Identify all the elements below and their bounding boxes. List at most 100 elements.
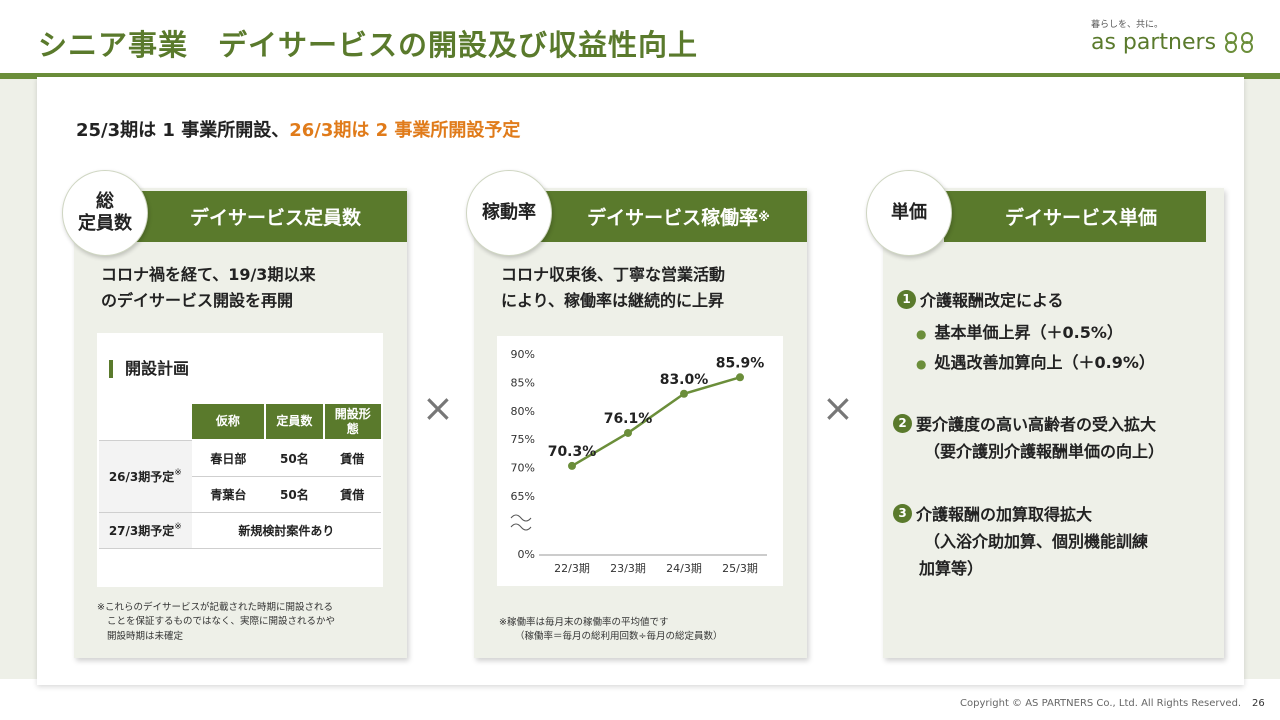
utilization-note-line1: ※稼働率は毎月末の稼働率の平均値です	[499, 617, 669, 628]
plan-table-header-row: 仮称 定員数 開設形態	[99, 404, 381, 441]
unit-price-item-2: 2 要介護度の高い高齢者の受入拡大	[893, 411, 1156, 435]
plan-col-capacity: 定員数	[265, 404, 325, 441]
unit-price-item-2-label: 要介護度の高い高齢者の受入拡大	[916, 415, 1157, 434]
summary-line: 25/3期は 1 事業所開設、26/3期は 2 事業所開設予定	[76, 116, 520, 142]
unit-price-sub-1: ● 基本単価上昇（＋0.5%）	[916, 319, 1123, 343]
plan-capacity-cell: 50名	[265, 476, 324, 513]
x-tick-label: 24/3期	[666, 562, 702, 575]
capacity-panel-text: コロナ禍を経て、19/3期以来 のデイサービス開設を再開	[101, 262, 315, 315]
y-tick-label: 80%	[511, 405, 535, 418]
data-label: 76.1%	[604, 411, 653, 427]
number-badge-icon: 3	[893, 503, 912, 523]
plan-table-corner	[99, 404, 192, 441]
x-tick-label: 22/3期	[554, 562, 590, 575]
copyright: Copyright © AS PARTNERS Co., Ltd. All Ri…	[960, 698, 1242, 709]
plan-col-name: 仮称	[191, 404, 267, 441]
unit-price-item-1: 1 介護報酬改定による	[897, 287, 1064, 311]
unit-price-circle: 単価	[866, 170, 952, 256]
utilization-panel-text: コロナ収束後、丁寧な営業活動 により、稼働率は継続的に上昇	[501, 262, 725, 315]
multiply-icon: ×	[822, 386, 854, 430]
data-point	[568, 461, 576, 470]
logo-name: as partners	[1091, 30, 1217, 55]
plan-merged-cell: 新規検討案件あり	[191, 512, 381, 549]
logo: as partners	[1091, 30, 1257, 55]
unit-price-item-3: 3 介護報酬の加算取得拡大	[893, 501, 1092, 525]
number-badge-icon: 2	[893, 413, 912, 433]
y-tick-label: 0%	[518, 548, 535, 561]
data-point	[736, 373, 744, 382]
logo-tagline: 暮らしを、共に。	[1091, 20, 1164, 30]
multiply-icon: ×	[422, 386, 454, 430]
utilization-circle: 稼動率	[466, 170, 552, 256]
x-tick-label: 25/3期	[722, 562, 758, 575]
utilization-note: ※稼働率は毎月末の稼働率の平均値です （稼働率＝毎月の総利用回数÷毎月の総定員数…	[499, 616, 722, 645]
unit-price-panel	[883, 188, 1224, 658]
plan-col-type: 開設形態	[323, 404, 381, 441]
plan-period-mark: ※	[174, 467, 182, 478]
table-row: 27/3期予定※ 新規検討案件あり	[99, 512, 381, 549]
series-line	[571, 376, 741, 467]
data-label: 85.9%	[716, 355, 765, 371]
axis-break-icon	[510, 514, 532, 531]
capacity-note-line2: ことを保証するものではなく、実際に開設されるかや	[107, 616, 336, 628]
plan-capacity-cell: 50名	[265, 440, 324, 477]
unit-price-sub-1-text: 基本単価上昇（＋0.5%）	[934, 323, 1123, 342]
unit-price-item-3-label: 介護報酬の加算取得拡大	[916, 505, 1093, 524]
capacity-circle-line2: 定員数	[78, 213, 132, 234]
logo-mark-icon	[1225, 32, 1254, 53]
header: シニア事業 デイサービスの開設及び収益性向上 暮らしを、共に。 as partn…	[0, 0, 1280, 74]
table-row: 青葉台 50名 賃借	[99, 476, 381, 513]
y-tick-label: 90%	[511, 348, 535, 361]
page-title: シニア事業 デイサービスの開設及び収益性向上	[38, 28, 699, 62]
capacity-circle: 総 定員数	[62, 170, 148, 256]
y-tick-label: 85%	[511, 376, 535, 389]
bullet-icon: ●	[916, 327, 927, 341]
number-badge-icon: 1	[897, 289, 916, 309]
unit-price-sub-4: （入浴介助加算、個別機能訓練	[924, 532, 1149, 551]
plan-period-label: 27/3期予定	[108, 523, 175, 538]
utilization-text-line1: コロナ収束後、丁寧な営業活動	[501, 265, 726, 284]
bullet-icon: ●	[916, 357, 927, 371]
y-tick-label: 65%	[511, 490, 535, 503]
summary-part2: 26/3期は 2 事業所開設予定	[289, 120, 521, 141]
data-label: 70.3%	[548, 444, 597, 460]
plan-table: 仮称 定員数 開設形態 26/3期予定※ 春日部 50名 賃借 青葉台 50名 …	[99, 404, 381, 549]
utilization-panel-heading: デイサービス稼働率 ※	[538, 191, 807, 242]
data-point	[624, 428, 632, 437]
x-tick-label: 23/3期	[610, 562, 646, 575]
plan-name-cell: 青葉台	[191, 476, 266, 513]
capacity-text-line1: コロナ禍を経て、19/3期以来	[101, 265, 316, 284]
capacity-circle-line1: 総	[96, 190, 114, 212]
header-rule	[0, 73, 1280, 79]
unit-price-sub-2-text: 処遇改善加算向上（＋0.9%）	[934, 353, 1155, 372]
unit-price-sub-3: （要介護別介護報酬単価の向上）	[924, 442, 1165, 461]
utilization-chart: 90% 85% 80% 75% 70% 65% 0% 22/3期 23/3期 24/3期 25/3…	[510, 348, 767, 575]
unit-price-sub-2: ● 処遇改善加算向上（＋0.9%）	[916, 349, 1155, 373]
plan-period-cell: 26/3期予定※	[99, 440, 192, 513]
plan-period-label: 26/3期予定	[108, 469, 175, 484]
data-label: 83.0%	[660, 372, 709, 388]
unit-price-panel-heading: デイサービス単価	[944, 191, 1206, 242]
plan-type-cell: 賃借	[323, 476, 381, 513]
utilization-note-line2: （稼働率＝毎月の総利用回数÷毎月の総定員数）	[515, 631, 723, 643]
data-point	[680, 389, 688, 398]
utilization-heading-text: デイサービス稼働率	[587, 207, 759, 229]
capacity-text-line2: のデイサービス開設を再開	[101, 291, 294, 311]
capacity-note-line1: ※これらのデイサービスが記載された時期に開設される	[97, 602, 333, 613]
plan-title: 開設計画	[109, 360, 189, 378]
capacity-note: ※これらのデイサービスが記載された時期に開設される ことを保証するものではなく、…	[97, 601, 335, 644]
plan-type-cell: 賃借	[323, 440, 381, 477]
utilization-text-line2: により、稼働率は継続的に上昇	[501, 291, 725, 311]
page-number: 26	[1252, 698, 1265, 709]
unit-price-sub-5: 加算等）	[919, 559, 984, 578]
y-tick-label: 75%	[511, 433, 535, 446]
plan-name-cell: 春日部	[191, 440, 266, 477]
utilization-heading-mark: ※	[758, 209, 770, 224]
plan-period-mark: ※	[174, 521, 182, 532]
unit-price-item-1-label: 介護報酬改定による	[920, 291, 1064, 310]
y-tick-label: 70%	[511, 462, 535, 475]
summary-part1: 25/3期は 1 事業所開設、	[76, 120, 290, 141]
capacity-panel-heading: デイサービス定員数	[136, 191, 407, 242]
table-row: 26/3期予定※ 春日部 50名 賃借	[99, 440, 381, 513]
capacity-note-line3: 開設時期は未確定	[107, 630, 184, 642]
